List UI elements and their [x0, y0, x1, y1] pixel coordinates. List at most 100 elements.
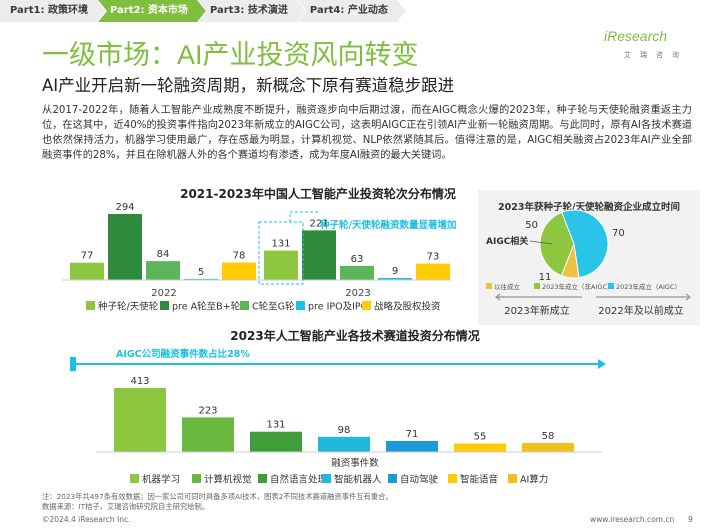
chart3-aigc-share-label: AIGC公司融资事件数占比28% — [116, 348, 250, 360]
logo-brand: iResearch — [604, 28, 668, 44]
chart1-data-label: 73 — [427, 252, 440, 263]
tab-part3[interactable]: Part3: 技术演进 — [198, 0, 306, 22]
iresearch-logo: iResearch 艾瑞咨询 — [604, 28, 690, 66]
chart3-bar — [114, 388, 166, 452]
chart3-data-label: 223 — [198, 405, 217, 416]
chart1-data-label: 63 — [351, 254, 364, 265]
chart2-right-arrow — [685, 293, 691, 301]
chart1-legend-swatch — [86, 301, 95, 310]
chart3-data-label: 55 — [474, 431, 487, 442]
tab-part4[interactable]: Part4: 产业动态 — [298, 0, 406, 22]
copyright: ©2024.4 iResearch Inc. — [42, 515, 131, 524]
chart1-bar — [146, 261, 180, 280]
chart1-data-label: 5 — [198, 267, 204, 278]
chart2-value-label: 70 — [612, 228, 625, 239]
chart1-annotation-line — [289, 211, 320, 222]
chart2-value-label: 11 — [539, 272, 552, 283]
chart3-legend-label: 计算机视觉 — [204, 474, 252, 486]
chart3-bar — [454, 443, 506, 452]
chart3-legend-label: AI算力 — [520, 474, 548, 486]
chart1-bar — [264, 250, 298, 280]
chart1-legend-swatch — [160, 301, 169, 310]
chart1-data-label: 78 — [233, 250, 246, 261]
chart2-aigc-label: AIGC相关 — [486, 235, 528, 247]
chart2-title: 2023年获种子轮/天使轮融资企业成立时间 — [498, 201, 680, 213]
chart1-data-label: 221 — [309, 218, 328, 229]
chart2-aigc-pointer — [529, 240, 553, 245]
chart3-bar — [386, 440, 438, 452]
chart3-legend-swatch — [388, 474, 397, 483]
data-source: 数据来源：IT桔子，艾瑞咨询研究院自主研究绘制。 — [42, 502, 210, 511]
chart1-data-label: 294 — [115, 202, 134, 213]
page-number: 9 — [688, 515, 693, 524]
page-subtitle: AI产业开启新一轮融资周期，新概念下原有赛道稳步跟进 — [42, 76, 455, 95]
footnote: 注：2023年共497条有效数据；因一家公司可同时具备多项AI技术，图表2不同技… — [42, 492, 393, 501]
chart2-old-label: 2022年及以前成立 — [598, 304, 683, 317]
chart1-legend-label: pre A轮至B+轮 — [172, 301, 241, 313]
chart3-bar — [250, 431, 302, 452]
chart3-legend-swatch — [508, 474, 517, 483]
tab-part1[interactable]: Part1: 政策环境 — [0, 0, 106, 22]
chart2-legend-swatch — [486, 283, 492, 289]
chart1-legend-swatch — [362, 301, 371, 310]
chart3-legend-swatch — [322, 474, 331, 483]
chart3-legend-label: 智能机器人 — [334, 474, 382, 486]
website-url: www.iresearch.com.cn — [590, 515, 675, 524]
chart1-data-label: 77 — [81, 251, 94, 262]
chart2-legend-swatch — [608, 283, 614, 289]
chart2-new-label: 2023年新成立 — [504, 304, 569, 317]
chart3-data-label: 413 — [130, 376, 149, 387]
chart1-bar — [378, 277, 412, 280]
chart3-bar — [318, 436, 370, 452]
intro-paragraph: 从2017-2022年，随着人工智能产业成熟度不断提升，融资逐步向中后期过渡，而… — [42, 105, 692, 161]
chart1-category-label: 2023 — [345, 288, 370, 299]
chart2-value-label: 50 — [525, 220, 538, 231]
chart1-legend-swatch — [296, 301, 305, 310]
chart3-aigc-share-arrowhead — [598, 359, 606, 369]
chart1-bar — [340, 265, 374, 280]
logo-sub: 艾瑞咨询 — [624, 51, 688, 59]
chart2-slice — [539, 211, 575, 277]
chart1-legend-label: 种子轮/天使轮 — [98, 301, 159, 313]
chart3-legend-label: 智能语音 — [460, 474, 498, 486]
chart1-data-label: 9 — [392, 266, 398, 277]
chart3-legend-swatch — [258, 474, 267, 483]
chart1-legend-label: C轮至G轮 — [252, 301, 295, 313]
chart1-legend-label: 战略及股权投资 — [374, 301, 441, 313]
chart1-bar — [108, 214, 142, 280]
chart3-legend-label: 自然语言处理 — [270, 474, 328, 486]
chart3-legend-label: 自动驾驶 — [400, 474, 439, 486]
chart2-legend-label: 2023年成立（AIGC） — [616, 282, 681, 291]
chart1-highlight-box — [258, 221, 304, 285]
chart3-legend-swatch — [192, 474, 201, 483]
chart3-legend-swatch — [448, 474, 457, 483]
chart3-aigc-marker — [70, 357, 76, 371]
chart3-data-label: 98 — [338, 425, 351, 436]
chart3-title: 2023年人工智能产业各技术赛道投资分布情况 — [230, 328, 479, 343]
chart1-annotation: 种子轮/天使轮融资数量显著增加 — [319, 219, 456, 231]
chart2-legend-label: 以往成立 — [494, 282, 521, 291]
chart1-data-label: 131 — [271, 239, 290, 250]
chart1-bar — [222, 262, 256, 280]
tab-part2[interactable]: Part2: 资本市场 — [98, 0, 206, 22]
chart3-legend-label: 机器学习 — [142, 474, 180, 486]
section-tabs: Part1: 政策环境 Part2: 资本市场 Part3: 技术演进 Part… — [0, 0, 398, 22]
chart1-bar — [302, 230, 336, 280]
chart3-data-label: 71 — [406, 429, 419, 440]
chart2-slice — [561, 209, 609, 279]
chart1-legend-swatch — [240, 301, 249, 310]
chart2-legend-label: 2023年成立（非AIGC） — [542, 282, 613, 291]
chart1-category-label: 2022 — [151, 288, 176, 299]
chart3-bar — [522, 443, 574, 452]
chart1-legend-label: pre IPO及IPO — [308, 302, 368, 313]
chart1-data-label: 84 — [157, 249, 170, 260]
chart3-xlabel: 融资事件数 — [331, 457, 379, 469]
chart1-bar — [70, 262, 104, 280]
chart1-title: 2021-2023年中国人工智能产业投资轮次分布情况 — [180, 186, 456, 201]
chart2-legend-swatch — [534, 283, 540, 289]
chart1-bar — [184, 278, 218, 280]
chart3-data-label: 58 — [542, 431, 555, 442]
chart3-data-label: 131 — [266, 420, 285, 431]
chart3-bar — [182, 417, 234, 452]
